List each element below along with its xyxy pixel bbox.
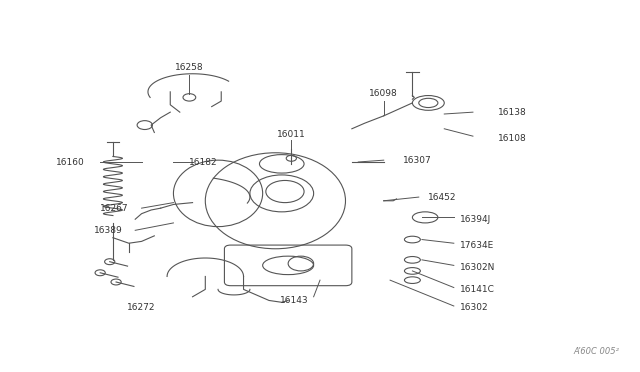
- Text: 16141C: 16141C: [460, 285, 495, 294]
- Text: 16138: 16138: [499, 108, 527, 117]
- Text: 16143: 16143: [280, 296, 309, 305]
- Text: 16267: 16267: [100, 203, 129, 213]
- Text: 16098: 16098: [369, 89, 398, 98]
- Text: 16011: 16011: [277, 130, 306, 139]
- Text: 16452: 16452: [428, 193, 457, 202]
- Text: 17634E: 17634E: [460, 241, 495, 250]
- Text: 16182: 16182: [189, 157, 218, 167]
- Text: 16389: 16389: [93, 226, 122, 235]
- Text: 16302: 16302: [460, 303, 489, 312]
- Text: 16307: 16307: [403, 155, 431, 165]
- Text: A’60C 005²: A’60C 005²: [573, 347, 620, 356]
- Text: 16160: 16160: [56, 157, 84, 167]
- Text: 16108: 16108: [499, 134, 527, 142]
- Text: 16394J: 16394J: [460, 215, 492, 224]
- Text: 16302N: 16302N: [460, 263, 495, 272]
- Text: 16258: 16258: [175, 63, 204, 72]
- Text: 16272: 16272: [127, 303, 156, 312]
